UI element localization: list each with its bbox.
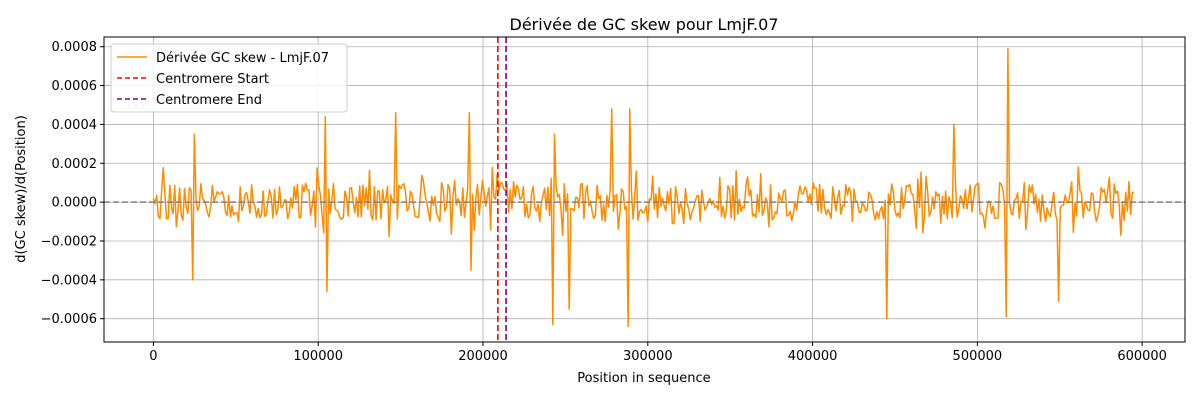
chart-title: Dérivée de GC skew pour LmjF.07 <box>510 15 779 34</box>
y-tick-label: −0.0002 <box>41 234 97 249</box>
y-tick-label: −0.0004 <box>41 273 97 288</box>
x-tick-label: 200000 <box>458 349 508 364</box>
legend: Dérivée GC skew - LmjF.07 Centromere Sta… <box>110 43 348 113</box>
x-tick-label: 0 <box>149 349 157 364</box>
reference-lines <box>104 37 1185 342</box>
y-tick-label: 0.0002 <box>52 157 98 172</box>
x-tick-label: 100000 <box>293 349 343 364</box>
y-axis-label: d(GC skew)/d(Position) <box>14 115 29 263</box>
y-tick-label: 0.0000 <box>52 196 98 211</box>
y-tick-label: −0.0006 <box>41 312 97 327</box>
y-axis-ticks: −0.0006 −0.0004 −0.0002 0.0000 0.0002 0.0004 0… <box>41 40 104 327</box>
y-tick-label: 0.0008 <box>52 40 98 55</box>
legend-label-skew: Dérivée GC skew - LmjF.07 <box>156 51 329 66</box>
legend-label-centromere-end: Centromere End <box>156 93 262 108</box>
legend-label-centromere-start: Centromere Start <box>156 72 269 87</box>
y-tick-label: 0.0004 <box>52 118 98 133</box>
x-tick-label: 600000 <box>1117 349 1167 364</box>
axes-frame <box>103 36 1186 343</box>
legend-box <box>110 43 348 113</box>
x-tick-label: 300000 <box>623 349 673 364</box>
x-axis-label: Position in sequence <box>577 371 710 386</box>
plot-area <box>152 47 1135 328</box>
series-line-gc-skew-derivative <box>152 47 1135 328</box>
x-axis-ticks: 0 100000 200000 300000 400000 500000 600000 <box>149 342 1167 364</box>
x-tick-label: 500000 <box>953 349 1003 364</box>
x-tick-label: 400000 <box>788 349 838 364</box>
y-tick-label: 0.0006 <box>52 79 98 94</box>
